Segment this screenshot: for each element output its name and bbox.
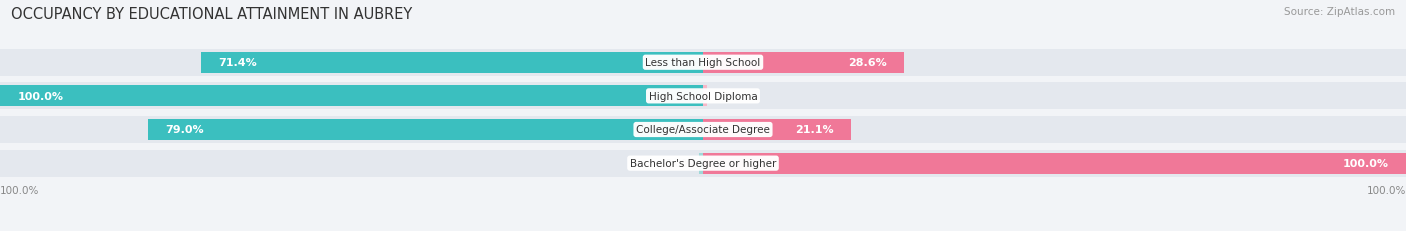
Bar [703, 86, 707, 107]
Text: 100.0%: 100.0% [0, 185, 39, 195]
Bar [703, 153, 1406, 174]
Bar [201, 53, 703, 73]
Text: 28.6%: 28.6% [848, 58, 886, 68]
Text: College/Associate Degree: College/Associate Degree [636, 125, 770, 135]
Text: 79.0%: 79.0% [165, 125, 204, 135]
Text: 100.0%: 100.0% [1367, 185, 1406, 195]
Text: 0.0%: 0.0% [713, 91, 742, 101]
Text: High School Diploma: High School Diploma [648, 91, 758, 101]
Bar [703, 83, 1406, 110]
Bar [703, 53, 904, 73]
Bar [0, 150, 703, 177]
Bar [703, 150, 1406, 177]
Text: 100.0%: 100.0% [17, 91, 63, 101]
Text: Source: ZipAtlas.com: Source: ZipAtlas.com [1284, 7, 1395, 17]
Text: 71.4%: 71.4% [218, 58, 257, 68]
Text: 0.0%: 0.0% [664, 158, 693, 168]
Bar [0, 83, 703, 110]
Bar [703, 49, 1406, 76]
Text: OCCUPANCY BY EDUCATIONAL ATTAINMENT IN AUBREY: OCCUPANCY BY EDUCATIONAL ATTAINMENT IN A… [11, 7, 412, 22]
Text: 100.0%: 100.0% [1343, 158, 1389, 168]
Text: 21.1%: 21.1% [796, 125, 834, 135]
Bar [703, 120, 852, 140]
Bar [148, 120, 703, 140]
Bar [0, 86, 703, 107]
Bar [703, 116, 1406, 143]
Text: Less than High School: Less than High School [645, 58, 761, 68]
Bar [0, 49, 703, 76]
Bar [700, 153, 703, 174]
Bar [0, 116, 703, 143]
Text: Bachelor's Degree or higher: Bachelor's Degree or higher [630, 158, 776, 168]
